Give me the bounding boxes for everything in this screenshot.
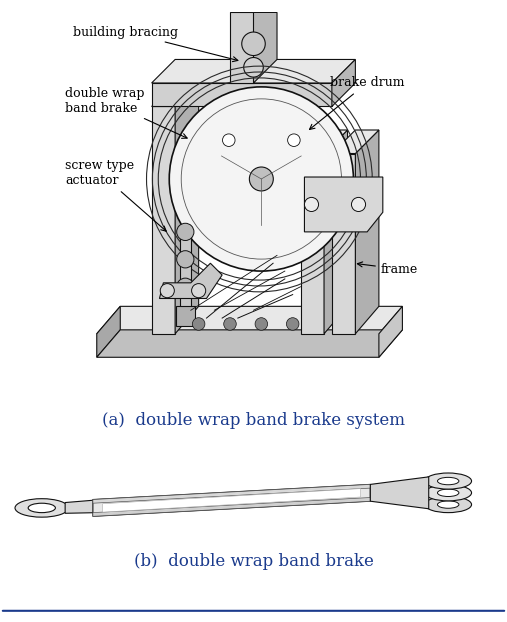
Circle shape — [242, 32, 265, 55]
Polygon shape — [152, 83, 332, 106]
Circle shape — [177, 278, 194, 295]
Polygon shape — [304, 177, 383, 232]
Polygon shape — [152, 83, 199, 106]
Text: double wrap
band brake: double wrap band brake — [65, 86, 187, 138]
Circle shape — [425, 496, 472, 513]
Polygon shape — [65, 500, 98, 513]
Polygon shape — [301, 130, 347, 154]
Polygon shape — [93, 485, 370, 516]
Text: (a)  double wrap band brake system: (a) double wrap band brake system — [102, 412, 405, 429]
Polygon shape — [230, 12, 254, 83]
Circle shape — [177, 251, 194, 268]
Polygon shape — [370, 477, 429, 509]
Circle shape — [351, 197, 366, 211]
Polygon shape — [379, 307, 403, 357]
Polygon shape — [332, 130, 379, 154]
Polygon shape — [332, 154, 355, 334]
Polygon shape — [301, 154, 324, 334]
Text: screw type
actuator: screw type actuator — [65, 159, 166, 231]
Polygon shape — [332, 60, 355, 106]
Circle shape — [192, 284, 206, 298]
Polygon shape — [355, 130, 379, 334]
Circle shape — [192, 318, 205, 330]
Polygon shape — [254, 12, 277, 83]
Circle shape — [255, 318, 268, 330]
Text: (b)  double wrap band brake: (b) double wrap band brake — [133, 553, 374, 570]
Polygon shape — [324, 130, 347, 334]
Circle shape — [425, 485, 472, 501]
Polygon shape — [175, 83, 199, 334]
Circle shape — [177, 223, 194, 241]
Circle shape — [28, 503, 55, 513]
Polygon shape — [152, 60, 355, 83]
Text: building bracing: building bracing — [73, 26, 238, 62]
Circle shape — [169, 87, 353, 271]
Circle shape — [244, 57, 263, 77]
Circle shape — [223, 134, 235, 146]
Circle shape — [438, 489, 459, 496]
Circle shape — [438, 477, 459, 485]
Bar — [180, 232, 191, 310]
Polygon shape — [93, 498, 370, 516]
Circle shape — [224, 318, 236, 330]
Polygon shape — [152, 106, 175, 334]
Polygon shape — [93, 485, 370, 503]
Circle shape — [15, 499, 68, 517]
Polygon shape — [97, 330, 403, 357]
Circle shape — [160, 284, 174, 298]
Circle shape — [304, 197, 318, 211]
Polygon shape — [160, 263, 222, 299]
Polygon shape — [102, 489, 360, 512]
Circle shape — [286, 318, 299, 330]
Text: brake drum: brake drum — [310, 77, 405, 129]
Polygon shape — [97, 307, 403, 334]
Circle shape — [287, 134, 300, 146]
Circle shape — [249, 167, 273, 191]
Bar — [176, 306, 195, 326]
Circle shape — [425, 473, 472, 489]
Polygon shape — [97, 307, 120, 357]
Text: frame: frame — [357, 262, 418, 276]
Circle shape — [438, 501, 459, 508]
